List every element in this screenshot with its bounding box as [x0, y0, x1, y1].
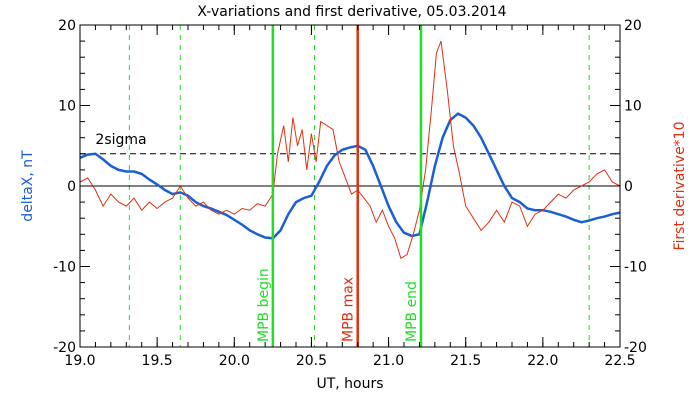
y-tick-label-left: -10 — [53, 260, 76, 276]
marker-label: MPB max — [341, 277, 357, 342]
x-tick-label: 22.5 — [604, 353, 635, 369]
y-tick-label-right: 0 — [624, 179, 633, 195]
x-tick-label: 21.0 — [373, 353, 404, 369]
x-tick-label: 22.0 — [527, 353, 558, 369]
y-tick-label-right: -20 — [624, 340, 647, 356]
y-tick-label-left: 10 — [58, 99, 76, 115]
y-tick-label-right: 10 — [624, 99, 642, 115]
x-tick-label: 19.5 — [142, 353, 173, 369]
y-axis-label-right: First derivative*10 — [672, 121, 688, 250]
y-tick-label-right: 20 — [624, 18, 642, 34]
marker-label: MPB begin — [256, 268, 272, 342]
x-tick-label: 19.0 — [64, 353, 95, 369]
y-tick-label-left: 0 — [67, 179, 76, 195]
x-tick-label: 20.5 — [296, 353, 327, 369]
series-line-derivative — [79, 40, 621, 260]
plot-area: 2sigma MPB begin MPB max MPB end 19.0 19.5 20.… — [53, 18, 647, 369]
y-tick-label-left: -20 — [53, 340, 76, 356]
y-tick-label-left: 20 — [58, 18, 76, 34]
y-axis-label-left: deltaX, nT — [20, 150, 36, 222]
chart-title: X-variations and first derivative, 05.03… — [197, 4, 506, 20]
sigma-label: 2sigma — [95, 132, 146, 148]
marker-label: MPB end — [404, 281, 420, 342]
series-line-deltaX — [79, 112, 621, 240]
x-tick-label: 20.0 — [219, 353, 250, 369]
y-tick-label-right: -10 — [624, 260, 647, 276]
x-tick-label: 21.5 — [450, 353, 481, 369]
x-axis-label: UT, hours — [316, 376, 383, 392]
